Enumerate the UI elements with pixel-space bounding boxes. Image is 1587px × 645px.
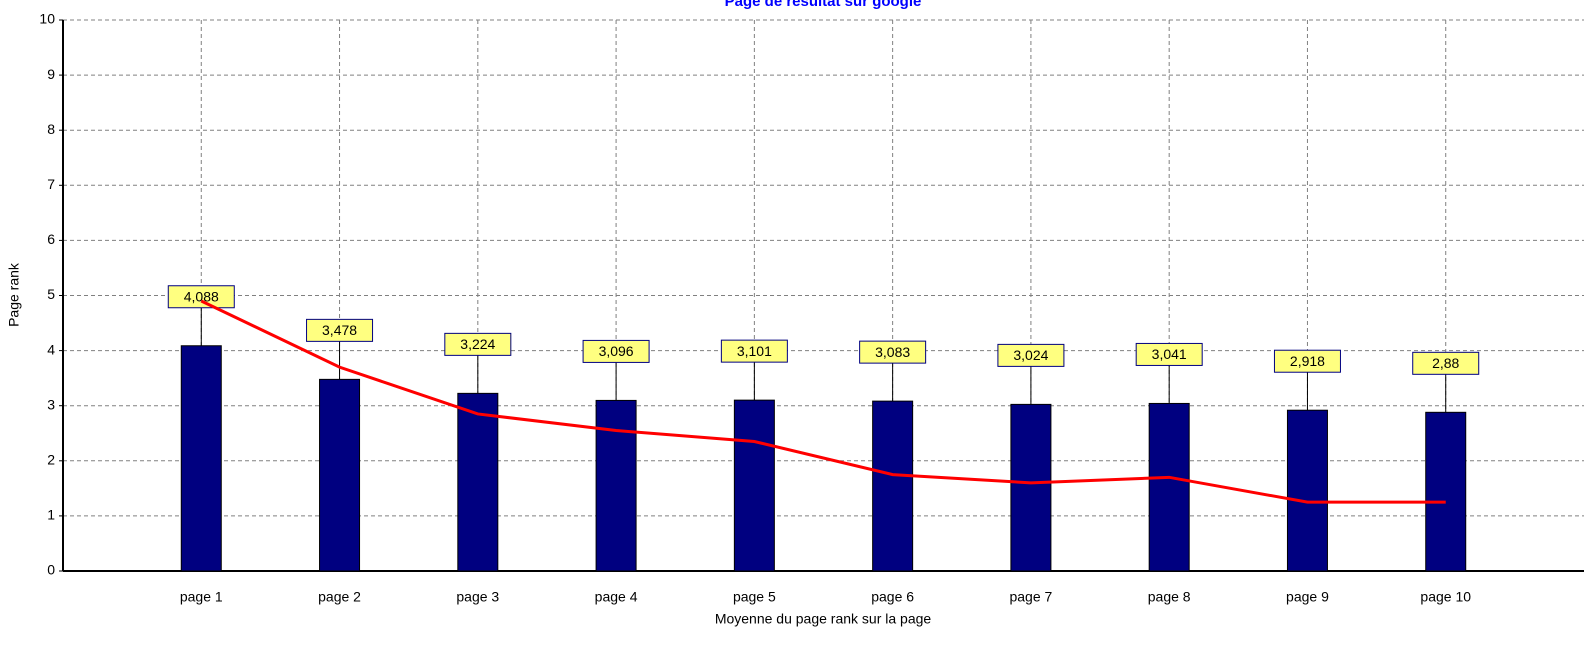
data-label: 3,224 xyxy=(460,336,495,352)
label-box xyxy=(1273,349,1341,373)
data-label: 3,083 xyxy=(875,344,910,360)
data-label: 2,918 xyxy=(1290,353,1325,369)
label-box xyxy=(720,339,788,363)
x-tick-label: page 4 xyxy=(595,589,638,605)
data-label: 3,024 xyxy=(1013,347,1048,363)
y-tick-label: 1 xyxy=(47,507,55,523)
data-label: 3,096 xyxy=(599,343,634,359)
label-box xyxy=(167,285,235,309)
y-tick-label: 3 xyxy=(47,396,55,412)
y-tick-label: 0 xyxy=(47,562,55,578)
y-tick-label: 7 xyxy=(47,176,55,192)
bar xyxy=(595,399,637,572)
y-tick-label: 4 xyxy=(47,341,55,357)
data-label: 3,041 xyxy=(1152,346,1187,362)
bar xyxy=(1148,402,1190,572)
x-tick-label: page 5 xyxy=(733,589,776,605)
x-tick-label: page 1 xyxy=(180,589,223,605)
data-label: 4,088 xyxy=(184,288,219,304)
bar xyxy=(1010,403,1052,572)
x-tick-label: page 9 xyxy=(1286,589,1329,605)
label-box xyxy=(859,340,927,364)
bar xyxy=(733,399,775,572)
x-tick-label: page 3 xyxy=(456,589,499,605)
x-tick-label: page 7 xyxy=(1009,589,1052,605)
x-axis-label: Moyenne du page rank sur la page xyxy=(715,611,932,627)
bar xyxy=(180,345,222,572)
bar xyxy=(1286,409,1328,572)
y-tick-label: 10 xyxy=(39,11,55,27)
x-tick-label: page 2 xyxy=(318,589,361,605)
line xyxy=(200,299,1446,504)
data-label: 3,101 xyxy=(737,343,772,359)
y-tick-label: 6 xyxy=(47,231,55,247)
y-tick-label: 2 xyxy=(47,452,55,468)
x-tick-label: page 10 xyxy=(1420,589,1471,605)
label-box xyxy=(306,318,374,342)
label-box xyxy=(582,339,650,363)
bar xyxy=(457,392,499,572)
data-label: 2,88 xyxy=(1432,355,1459,371)
y-tick-label: 9 xyxy=(47,66,55,82)
label-box xyxy=(1135,342,1203,366)
label-box xyxy=(997,343,1065,367)
bar xyxy=(1425,411,1467,572)
data-label: 3,478 xyxy=(322,322,357,338)
label-box xyxy=(1412,351,1480,375)
bar xyxy=(872,400,914,572)
x-tick-label: page 8 xyxy=(1148,589,1191,605)
chart-title: Page de résultat sur google xyxy=(725,0,922,10)
y-tick-label: 5 xyxy=(47,286,55,302)
label-box xyxy=(444,332,512,356)
y-tick-label: 8 xyxy=(47,121,55,137)
x-tick-label: page 6 xyxy=(871,589,914,605)
bar xyxy=(319,378,361,572)
y-axis-label: Page rank xyxy=(6,262,22,327)
